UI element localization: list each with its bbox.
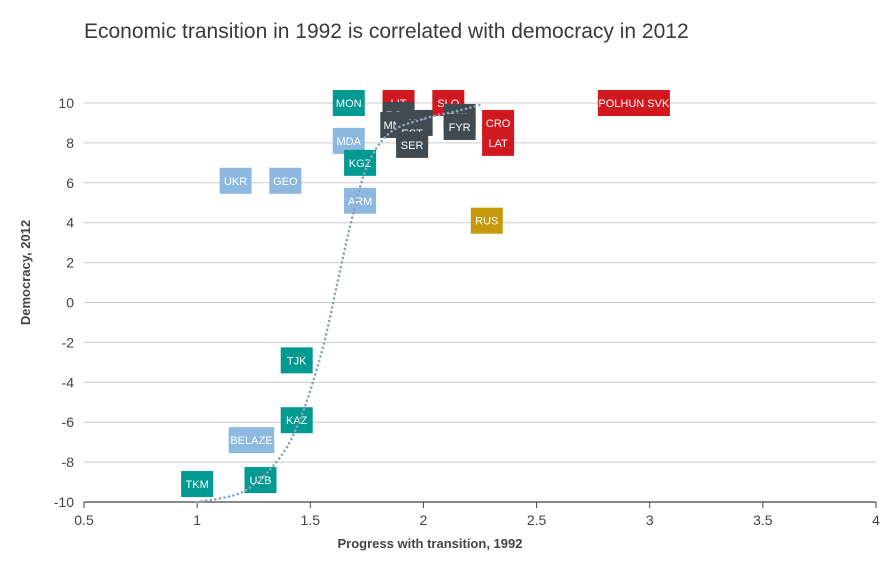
data-point: ARM [344, 187, 377, 214]
data-point: KAZ [280, 407, 313, 434]
data-point: TJK [280, 347, 313, 374]
x-tick-label: 1 [193, 512, 201, 528]
data-point-label: SER [401, 140, 424, 152]
data-point-label: RUS [475, 216, 498, 228]
data-point-label: LAT [488, 138, 508, 150]
data-point: LAT [482, 129, 515, 156]
data-point-label: KGZ [349, 158, 372, 170]
data-point-label: KAZ [286, 415, 308, 427]
x-tick-label: 4 [872, 512, 880, 528]
y-tick-label: 6 [66, 175, 74, 191]
data-point-label: MON [336, 98, 362, 110]
y-tick-label: -4 [62, 374, 75, 390]
data-point-marker [344, 187, 377, 214]
data-point-marker [332, 127, 365, 154]
x-tick-label: 3 [646, 512, 654, 528]
x-axis-label: Progress with transition, 1992 [338, 536, 523, 551]
y-tick-label: -10 [54, 494, 74, 510]
trend-line [195, 103, 482, 504]
data-point-marker [332, 90, 365, 116]
y-tick-label: 10 [58, 95, 74, 111]
data-point: POLHUN SVK [597, 90, 670, 116]
data-point-label: CRO [486, 118, 511, 130]
data-point-marker [470, 207, 503, 234]
data-point-label: FYR [449, 122, 471, 134]
data-point-label: UZB [250, 475, 272, 487]
data-point: UKR [219, 167, 252, 194]
y-tick-label: 8 [66, 135, 74, 151]
data-point-marker [280, 347, 313, 374]
y-tick-label: -2 [62, 334, 75, 350]
data-point: KGZ [344, 149, 377, 176]
data-point-label: TKM [186, 479, 209, 491]
data-point: GEO [269, 167, 302, 194]
y-tick-label: 4 [66, 215, 74, 231]
data-point-marker [219, 167, 252, 194]
x-axis-ticks: 0.5 1 1.5 2 2.5 3 3.5 4 [74, 502, 880, 528]
data-point-label: UKR [224, 176, 247, 188]
y-tick-label: 0 [66, 295, 74, 311]
gridlines [84, 102, 876, 463]
data-point-label: BELAZE [230, 435, 272, 447]
data-point-marker [280, 407, 313, 434]
data-point: TKM [181, 471, 214, 498]
x-tick-label: 2 [420, 512, 428, 528]
y-tick-label: 2 [66, 255, 74, 271]
data-point-label: POLHUN SVK [598, 98, 670, 110]
data-point-label: ARM [348, 196, 372, 208]
data-point-marker [269, 167, 302, 194]
data-point-marker [344, 149, 377, 176]
data-point: RUS [470, 207, 503, 234]
y-axis-ticks: -10 -8 -6 -4 -2 0 2 4 6 8 10 [54, 95, 74, 510]
data-point-marker [228, 427, 275, 454]
data-point-label: TJK [287, 355, 307, 367]
y-tick-label: -8 [62, 454, 75, 470]
y-tick-label: -6 [62, 414, 75, 430]
y-axis-label: Democracy, 2012 [18, 220, 33, 325]
data-point: SER [396, 131, 429, 158]
data-point-marker [482, 129, 515, 156]
chart-title: Economic transition in 1992 is correlate… [84, 20, 689, 43]
x-tick-label: 3.5 [753, 512, 773, 528]
data-point-marker [181, 471, 214, 498]
x-tick-label: 0.5 [74, 512, 94, 528]
data-point-label: MDA [337, 136, 362, 148]
data-point-marker [443, 113, 476, 140]
data-point: MON [332, 90, 365, 116]
data-points: MONLITSLOPOLHUN SVKROMMNGALBBULFYRESTSER… [181, 90, 670, 498]
data-point: FYR [443, 113, 476, 140]
x-tick-label: 2.5 [527, 512, 547, 528]
data-point-marker [597, 90, 670, 116]
x-tick-label: 1.5 [301, 512, 321, 528]
data-point: BELAZE [228, 427, 275, 454]
data-point: MDA [332, 127, 365, 154]
data-point-marker [396, 131, 429, 158]
data-point-label: GEO [273, 176, 298, 188]
